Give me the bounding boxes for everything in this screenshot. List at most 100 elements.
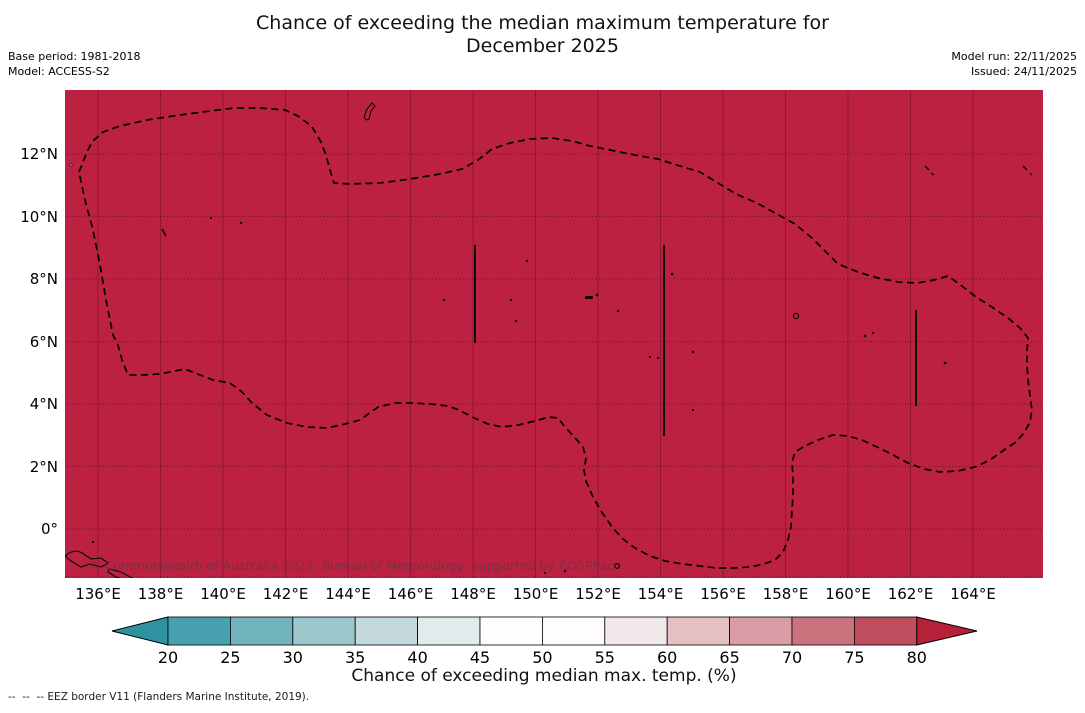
issued-text: Issued: 24/11/2025 — [970, 65, 1077, 78]
colorbar-segment — [666, 616, 731, 646]
base-period-text: Base period: 1981-2018 — [8, 50, 141, 63]
island-tick — [1022, 165, 1028, 171]
colorbar-segment — [541, 616, 606, 646]
page-title: Chance of exceeding the median maximum t… — [0, 12, 1085, 58]
island-dot — [943, 361, 947, 365]
colorbar-tick-label: 50 — [532, 648, 553, 667]
atoll-chain-lines — [474, 245, 917, 436]
colorbar-tick-label: 75 — [844, 648, 865, 667]
y-tick-label: 2°N — [29, 457, 58, 476]
eez-legend-footer: -- -- -- EEZ border V11 (Flanders Marine… — [8, 691, 310, 703]
x-tick-label: 162°E — [887, 585, 934, 603]
island-dot-on-border — [69, 163, 73, 167]
y-tick-label: 10°N — [20, 207, 58, 226]
meta-left: Base period: 1981-2018 Model: ACCESS-S2 — [8, 49, 140, 79]
island-dot — [670, 272, 674, 276]
island-dot — [648, 355, 652, 359]
copyright-watermark: © Commonwealth of Australia 2025, Bureau… — [88, 558, 614, 573]
island-ring-atoll — [792, 312, 800, 320]
x-tick-label: 140°E — [200, 585, 246, 603]
island-dot — [442, 298, 446, 302]
y-tick-label: 8°N — [29, 270, 58, 288]
meta-right: Model run: 22/11/2025 Issued: 24/11/2025 — [951, 49, 1077, 79]
island-dot — [239, 221, 243, 225]
island-dot — [563, 569, 567, 573]
island-tick — [930, 172, 935, 176]
x-tick-label: 148°E — [450, 585, 496, 603]
x-tick-label: 146°E — [387, 585, 434, 603]
island-dot — [863, 334, 867, 338]
island-dot — [691, 350, 695, 354]
colorbar-segment — [479, 616, 543, 646]
island-dot — [509, 298, 513, 302]
graticule-gridlines — [65, 90, 1043, 578]
colorbar-under-arrow — [111, 616, 169, 646]
x-tick-label: 144°E — [325, 585, 371, 603]
island-coastline-bottom-left — [64, 550, 110, 568]
island-dot — [514, 319, 518, 323]
colorbar-segment — [229, 616, 294, 646]
colorbar-segment — [417, 616, 481, 646]
x-tick-label: 138°E — [137, 585, 184, 603]
colorbar-tick-label: 60 — [657, 648, 678, 667]
x-tick-label: 158°E — [762, 585, 809, 603]
island-dot — [616, 309, 620, 313]
y-tick-label: 4°N — [29, 395, 58, 413]
colorbar — [111, 616, 978, 646]
x-tick-label: 142°E — [262, 585, 309, 603]
colorbar-tick-label: 30 — [282, 648, 303, 667]
colorbar-tick-label: 25 — [220, 648, 241, 667]
colorbar-tick-label: 35 — [345, 648, 366, 667]
colorbar-tick-label: 65 — [719, 648, 740, 667]
x-tick-label: 152°E — [575, 585, 621, 603]
x-tick-label: 160°E — [825, 585, 871, 603]
map-area: © Commonwealth of Australia 2025, Bureau… — [64, 90, 1043, 582]
x-tick-label: 164°E — [950, 585, 996, 603]
model-run-text: Model run: 22/11/2025 — [951, 50, 1077, 63]
island-dot — [656, 356, 660, 360]
colorbar-segment — [292, 616, 356, 646]
colorbar-tick-label: 80 — [906, 648, 927, 667]
colorbar-tick-label: 45 — [469, 648, 491, 667]
x-tick-label: 154°E — [637, 585, 684, 603]
colorbar-label: Chance of exceeding median max. temp. (%… — [351, 666, 737, 686]
y-tick-label: 6°N — [29, 332, 58, 351]
island-guam — [363, 102, 376, 121]
colorbar-segment — [791, 616, 855, 646]
colorbar-segment — [854, 616, 918, 646]
title-line-1: Chance of exceeding the median maximum t… — [256, 12, 829, 34]
colorbar-over-arrow — [916, 616, 978, 646]
colorbar-segment — [167, 616, 231, 646]
island-yap — [161, 228, 167, 237]
map-plot: © Commonwealth of Australia 2025, Bureau… — [64, 90, 1043, 582]
y-tick-label: 12°N — [20, 145, 58, 163]
island-cluster-chuuk — [585, 296, 593, 299]
colorbar-tick-label: 20 — [157, 648, 179, 667]
island-dot — [595, 293, 599, 297]
eez-border-path — [78, 107, 1033, 569]
title-line-2: December 2025 — [466, 35, 619, 57]
island-tick — [924, 165, 930, 171]
y-tick-label: 0° — [40, 520, 58, 538]
colorbar-segment — [729, 616, 793, 646]
colorbar-cells — [111, 616, 978, 646]
island-dot — [209, 216, 213, 220]
x-tick-label: 136°E — [75, 585, 121, 603]
island-dot — [525, 259, 529, 263]
x-tick-label: 156°E — [700, 585, 746, 603]
model-text: Model: ACCESS-S2 — [8, 65, 110, 78]
island-dot — [871, 331, 875, 335]
island-tick — [1029, 172, 1033, 176]
colorbar-tick-label: 55 — [594, 648, 615, 667]
island-ring-atoll — [613, 563, 620, 570]
x-tick-label: 150°E — [512, 585, 559, 603]
colorbar-segment — [354, 616, 418, 646]
colorbar-tick-label: 70 — [781, 648, 803, 667]
island-dot — [691, 408, 695, 412]
colorbar-segment — [604, 616, 668, 646]
colorbar-tick-label: 40 — [407, 648, 428, 667]
island-dot — [543, 571, 547, 575]
island-dot — [91, 540, 95, 544]
map-fill-region — [65, 90, 1043, 578]
